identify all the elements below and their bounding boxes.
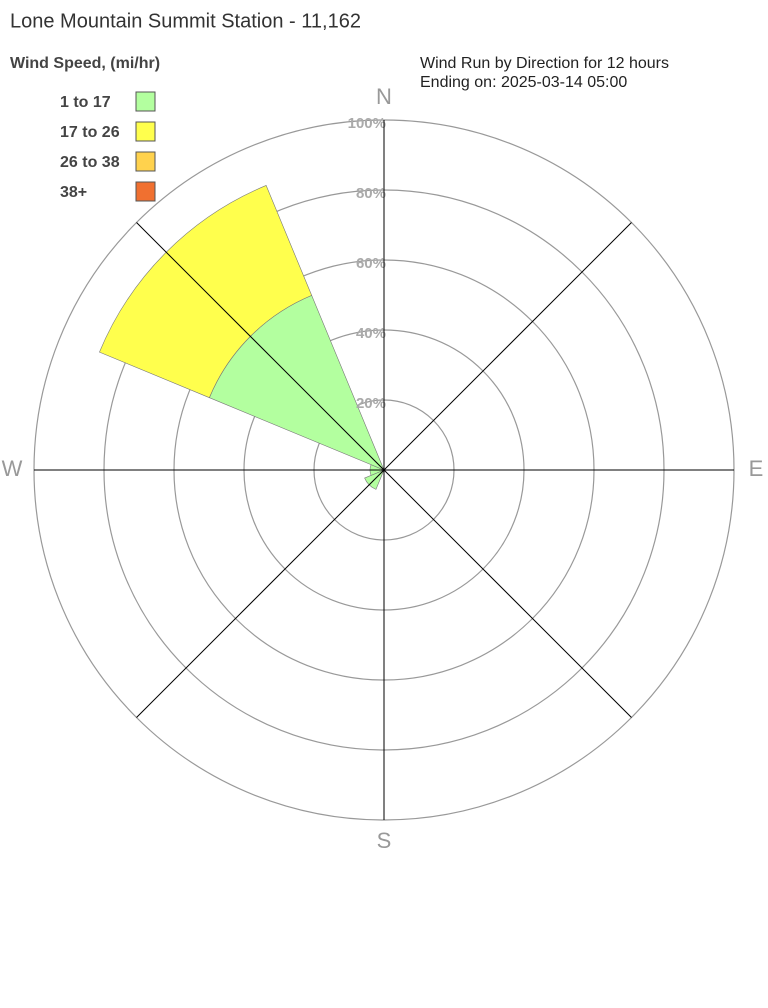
direction-label: W bbox=[2, 456, 23, 481]
legend-swatch bbox=[135, 151, 156, 172]
r-tick-label: 20% bbox=[356, 395, 386, 412]
legend-swatch bbox=[135, 91, 156, 112]
direction-label: N bbox=[376, 84, 392, 109]
chart-title: Lone Mountain Summit Station - 11,162 bbox=[10, 10, 361, 32]
legend-label: 1 to 17 bbox=[60, 94, 111, 111]
r-tick-label: 80% bbox=[356, 185, 386, 202]
legend-swatch bbox=[135, 121, 156, 142]
legend-title: Wind Speed, (mi/hr) bbox=[10, 55, 160, 72]
r-tick-label: 40% bbox=[356, 325, 386, 342]
legend-swatch bbox=[135, 181, 156, 202]
legend: 1 to 17 17 to 26 26 to 38 38+ bbox=[60, 91, 156, 202]
radial-line bbox=[136, 222, 385, 471]
subtitle: Ending on: 2025-03-14 05:00 bbox=[420, 74, 627, 91]
legend-label: 26 to 38 bbox=[60, 154, 120, 171]
r-tick-label: 100% bbox=[348, 115, 386, 132]
radial-line bbox=[383, 469, 632, 718]
subtitle: Wind Run by Direction for 12 hours bbox=[420, 55, 669, 72]
direction-label: E bbox=[749, 456, 764, 481]
legend-label: 38+ bbox=[60, 184, 87, 201]
marks bbox=[99, 185, 385, 490]
direction-label: S bbox=[377, 828, 392, 853]
r-tick-label: 60% bbox=[356, 255, 386, 272]
radial-line bbox=[136, 469, 385, 718]
radial-line bbox=[383, 222, 632, 471]
overlay: 20% 40% 60% 80% 100% N E S W bbox=[2, 84, 764, 853]
legend-label: 17 to 26 bbox=[60, 124, 120, 141]
